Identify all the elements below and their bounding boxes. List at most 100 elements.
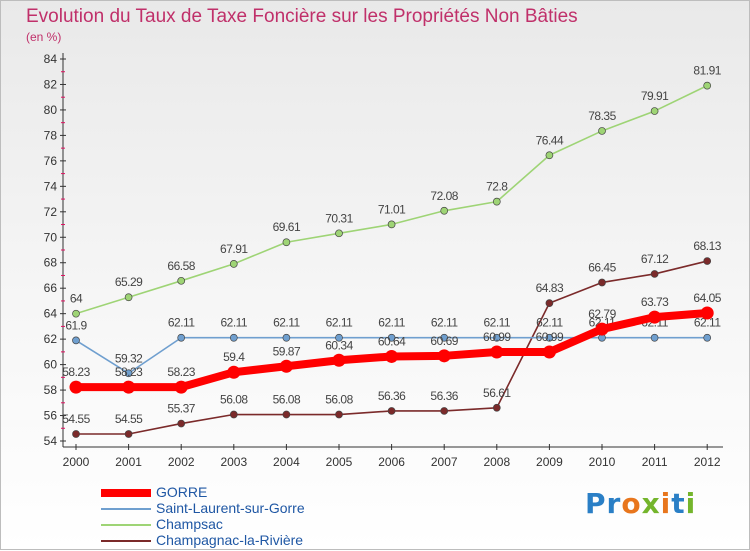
data-label-champagnac-la-riviere: 56.36: [430, 389, 458, 403]
data-point-champsac: [598, 127, 606, 135]
x-tick-label: 2000: [63, 455, 90, 469]
legend-swatch-champsac: [101, 524, 151, 526]
data-point-champagnac-la-riviere: [703, 257, 712, 265]
data-point-saint-laurent-sur-gorre: [229, 333, 238, 342]
y-tick-label: 56: [44, 409, 58, 423]
y-tick-label: 80: [44, 103, 58, 117]
data-point-gorre: [437, 349, 451, 363]
data-point-gorre: [174, 380, 188, 394]
data-label-saint-laurent-sur-gorre: 62.11: [483, 316, 510, 330]
data-point-saint-laurent-sur-gorre: [703, 333, 712, 342]
legend-label-champsac: Champsac: [156, 516, 223, 532]
data-point-champagnac-la-riviere: [282, 410, 291, 419]
data-point-champagnac-la-riviere: [124, 430, 133, 438]
data-point-saint-laurent-sur-gorre: [440, 333, 449, 342]
data-label-saint-laurent-sur-gorre: 61.9: [65, 318, 87, 332]
data-label-gorre: 63.73: [641, 295, 669, 309]
data-point-saint-laurent-sur-gorre: [282, 333, 291, 342]
data-point-saint-laurent-sur-gorre: [177, 333, 186, 342]
data-point-champagnac-la-riviere: [440, 407, 449, 415]
data-point-champagnac-la-riviere: [545, 299, 554, 307]
logo-letter: i: [685, 487, 697, 520]
y-tick-label: 64: [44, 307, 58, 321]
y-tick-label: 82: [44, 77, 58, 91]
data-label-gorre: 58.23: [115, 365, 143, 379]
x-tick-label: 2007: [431, 455, 458, 469]
proxiti-logo: Proxiti: [585, 487, 696, 520]
y-tick-label: 76: [44, 154, 58, 168]
y-tick-label: 70: [44, 230, 58, 244]
legend-label-saint-laurent: Saint-Laurent-sur-Gorre: [156, 500, 305, 516]
data-point-champsac: [177, 276, 186, 285]
data-point-gorre: [595, 322, 609, 336]
data-point-saint-laurent-sur-gorre: [124, 369, 133, 378]
data-point-saint-laurent-sur-gorre: [387, 333, 396, 342]
data-label-champsac: 64: [70, 292, 83, 306]
data-label-champsac: 78.35: [588, 109, 616, 123]
data-point-saint-laurent-sur-gorre: [650, 333, 659, 342]
data-label-gorre: 60.64: [378, 334, 406, 348]
data-label-champsac: 65.29: [115, 275, 143, 289]
legend-label-gorre: GORRE: [156, 484, 208, 500]
y-axis-unit: (en %): [26, 30, 62, 44]
legend-swatch-saint-laurent: [101, 508, 151, 510]
x-tick-label: 2002: [168, 455, 195, 469]
data-point-champagnac-la-riviere: [650, 270, 659, 278]
data-point-champagnac-la-riviere: [177, 419, 186, 428]
data-label-champagnac-la-riviere: 56.36: [378, 389, 406, 403]
y-tick-label: 68: [44, 256, 58, 270]
data-point-champsac: [492, 197, 501, 206]
x-tick-label: 2005: [326, 455, 353, 469]
data-point-saint-laurent-sur-gorre: [335, 333, 343, 342]
x-tick-label: 2001: [115, 455, 142, 469]
data-point-champsac: [650, 107, 659, 115]
data-point-gorre: [227, 365, 241, 379]
data-label-champagnac-la-riviere: 68.13: [693, 239, 721, 253]
data-label-champagnac-la-riviere: 55.37: [167, 402, 195, 416]
data-label-champsac: 79.91: [641, 89, 669, 103]
data-point-gorre: [385, 349, 399, 363]
logo-letter: o: [621, 487, 642, 520]
data-label-gorre: 64.05: [693, 291, 721, 305]
data-point-champagnac-la-riviere: [387, 407, 396, 415]
data-label-gorre: 58.23: [62, 365, 90, 379]
data-label-champagnac-la-riviere: 56.08: [273, 393, 301, 407]
data-label-champagnac-la-riviere: 66.45: [588, 260, 616, 274]
data-label-champagnac-la-riviere: 64.83: [536, 281, 564, 295]
data-label-champagnac-la-riviere: 56.08: [325, 393, 353, 407]
data-label-saint-laurent-sur-gorre: 59.32: [115, 351, 143, 365]
y-tick-label: 60: [44, 358, 58, 372]
data-label-champagnac-la-riviere: 54.55: [115, 412, 143, 426]
chart-title: Evolution du Taux de Taxe Foncière sur l…: [26, 6, 578, 27]
data-point-gorre: [279, 359, 293, 373]
y-tick-label: 84: [44, 52, 58, 66]
data-label-saint-laurent-sur-gorre: 62.11: [536, 316, 563, 330]
data-label-champsac: 66.58: [167, 259, 195, 273]
y-tick-label: 66: [44, 281, 58, 295]
data-point-champsac: [440, 206, 449, 215]
data-point-champsac: [72, 309, 80, 318]
data-point-champsac: [703, 81, 712, 90]
data-label-champsac: 76.44: [536, 133, 564, 147]
y-tick-label: 78: [44, 128, 58, 142]
data-point-champagnac-la-riviere: [598, 278, 606, 287]
data-label-gorre: 60.99: [536, 330, 564, 344]
data-point-gorre: [69, 380, 83, 394]
data-point-champsac: [335, 229, 343, 238]
logo-letter: r: [606, 487, 622, 520]
data-point-champsac: [124, 293, 133, 302]
data-label-champagnac-la-riviere: 54.55: [62, 412, 90, 426]
x-tick-label: 2011: [642, 455, 668, 469]
data-point-gorre: [122, 380, 136, 394]
data-point-gorre: [700, 306, 714, 320]
data-label-gorre: 62.79: [588, 307, 616, 321]
data-label-saint-laurent-sur-gorre: 62.11: [326, 316, 353, 330]
logo-letter: t: [671, 487, 686, 520]
y-tick-label: 58: [44, 383, 58, 397]
x-tick-label: 2012: [694, 455, 721, 469]
legend-label-champagnac: Champagnac-la-Rivière: [156, 532, 304, 548]
y-tick-label: 72: [44, 205, 58, 219]
data-point-champsac: [387, 220, 396, 229]
x-tick-label: 2008: [483, 455, 510, 469]
